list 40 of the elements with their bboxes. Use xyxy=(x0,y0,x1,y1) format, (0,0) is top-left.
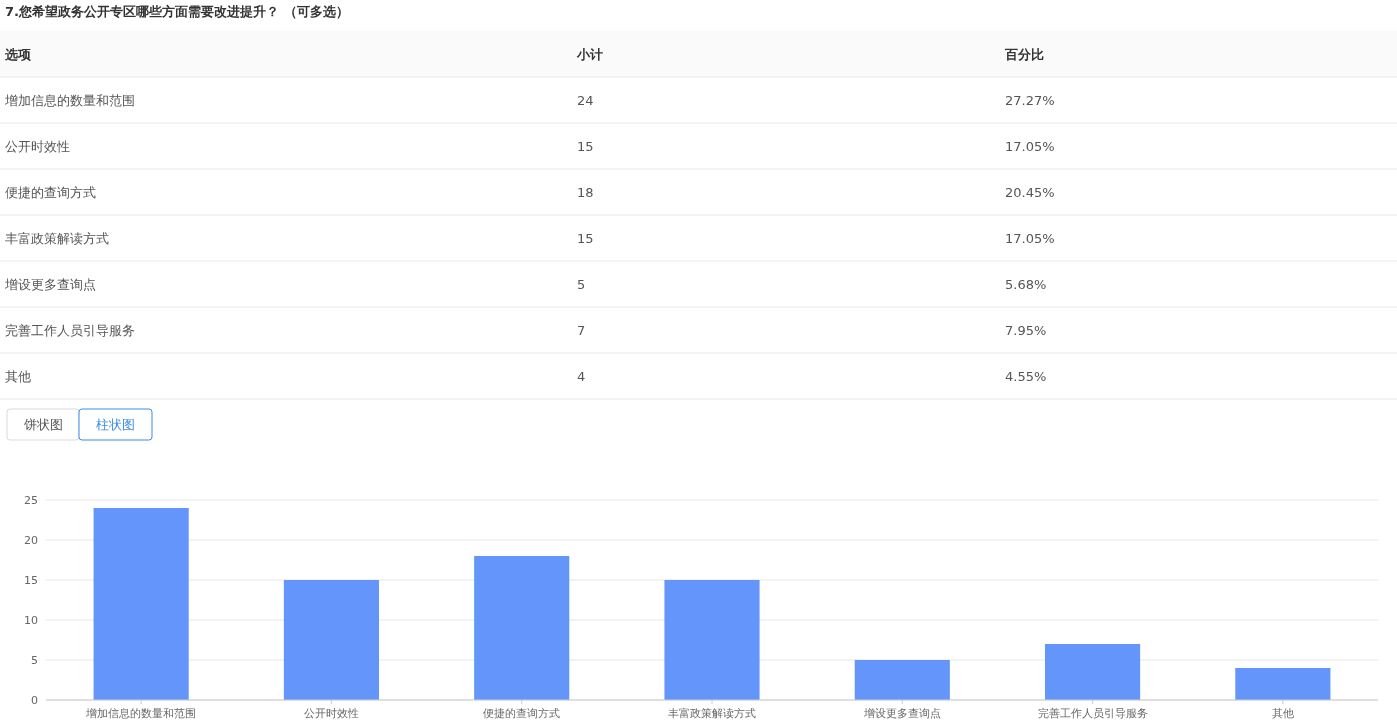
text: 小计 xyxy=(576,47,603,62)
text: 5 xyxy=(577,277,586,292)
category-label: 丰富政策解读方式 xyxy=(5,231,109,246)
category-label: 增加信息的数量和范围 xyxy=(5,93,135,108)
y-tick-label: 5 xyxy=(31,654,38,667)
text: 15 xyxy=(577,231,594,246)
text: 7 xyxy=(577,323,586,338)
x-tick-label: 增设更多查询点 xyxy=(862,707,941,720)
x-tick-label: 其他 xyxy=(1271,707,1294,720)
category-label: 其他 xyxy=(5,369,31,384)
text: 15 xyxy=(577,139,594,154)
y-tick-label: 0 xyxy=(31,694,38,707)
text: 4 xyxy=(577,369,586,384)
text: 柱状图 xyxy=(96,417,135,432)
y-tick-label: 20 xyxy=(24,534,38,547)
chart-title: 7.您希望政务公开专区哪些方面需要改进提升？ （可多选） xyxy=(5,4,349,19)
x-tick-label: 丰富政策解读方式 xyxy=(668,707,756,720)
y-tick-label: 10 xyxy=(24,614,38,627)
text: 24 xyxy=(577,93,594,108)
text: 选项 xyxy=(4,47,32,62)
y-tick-label: 15 xyxy=(24,574,38,587)
y-tick-label: 25 xyxy=(24,494,38,507)
x-tick-label: 完善工作人员引导服务 xyxy=(1037,707,1148,720)
text: 5.68% xyxy=(1005,277,1047,292)
category-label: 公开时效性 xyxy=(5,139,70,154)
category-label: 增设更多查询点 xyxy=(5,277,96,292)
text: 7.95% xyxy=(1005,323,1047,338)
category-label: 完善工作人员引导服务 xyxy=(5,323,135,338)
text: 20.45% xyxy=(1005,185,1055,200)
x-tick-label: 增加信息的数量和范围 xyxy=(85,707,197,720)
text: 17.05% xyxy=(1005,231,1055,246)
text: 4.55% xyxy=(1005,369,1047,384)
text: 饼状图 xyxy=(22,417,63,432)
x-tick-label: 公开时效性 xyxy=(303,707,359,720)
text: 17.05% xyxy=(1005,139,1055,154)
text: 百分比 xyxy=(1004,47,1044,62)
category-label: 便捷的查询方式 xyxy=(5,185,96,200)
x-tick-label: 便捷的查询方式 xyxy=(483,707,561,720)
text: 18 xyxy=(577,185,594,200)
text: 27.27% xyxy=(1005,93,1055,108)
